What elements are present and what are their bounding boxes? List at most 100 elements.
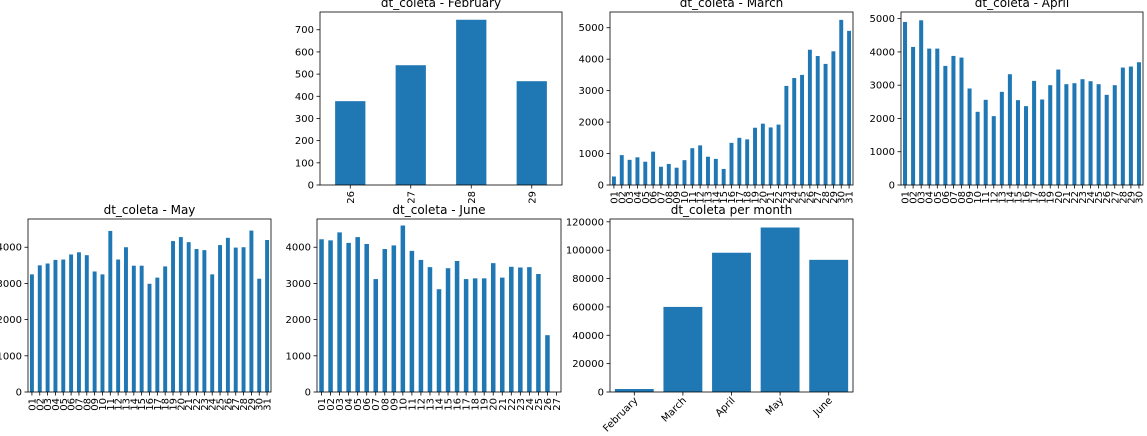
chart-title: dt_coleta - June xyxy=(392,203,485,217)
bar-jun-14 xyxy=(436,289,442,392)
y-tick-label: 4000 xyxy=(286,243,311,254)
x-tick-label: 14 xyxy=(435,398,446,411)
y-tick-label: 2000 xyxy=(0,315,22,326)
x-tick-label: 28 xyxy=(239,398,250,411)
x-tick-label: 07 xyxy=(656,191,667,204)
y-tick-label: 4000 xyxy=(870,47,895,58)
x-tick-label: 09 xyxy=(389,398,400,411)
bar-apr-28 xyxy=(1120,67,1125,185)
bar-mar-16 xyxy=(729,142,734,185)
x-tick-label: 04 xyxy=(925,191,936,204)
bar-mar-19 xyxy=(753,127,757,185)
bar-apr-29 xyxy=(1128,66,1133,185)
x-tick-label: 29 xyxy=(829,191,840,204)
x-tick-label: 03 xyxy=(335,398,346,411)
x-tick-label: 14 xyxy=(711,191,722,204)
x-tick-label: 30 xyxy=(1134,191,1145,204)
bar-apr-17 xyxy=(1032,80,1037,185)
bar-apr-20 xyxy=(1056,69,1061,185)
bar-apr-23 xyxy=(1080,79,1085,185)
bar-mar-08 xyxy=(666,163,671,185)
x-tick-label: February xyxy=(601,395,640,434)
x-tick-label: 10 xyxy=(98,398,109,411)
bar-jun-21 xyxy=(500,277,505,392)
bar-mar-25 xyxy=(800,74,805,185)
bar-apr-26 xyxy=(1104,94,1109,185)
bar-mar-07 xyxy=(658,166,663,185)
bar-may-21 xyxy=(186,242,191,392)
bar-feb-26 xyxy=(335,101,366,185)
x-tick-label: 26 xyxy=(346,191,357,204)
bar-month-May xyxy=(760,227,800,392)
bar-jun-19 xyxy=(481,278,487,392)
bar-jun-18 xyxy=(472,278,478,392)
bar-month-February xyxy=(614,389,654,392)
chart-apr: dt_coleta - April 0 1000 2000 3000 4000 5000 01… xyxy=(870,0,1146,204)
x-tick-label: 16 xyxy=(727,191,738,204)
bar-mar-11 xyxy=(690,148,695,185)
y-tick-label: 0 xyxy=(16,388,22,399)
x-tick-label: 05 xyxy=(353,398,364,411)
y-tick-label: 0 xyxy=(305,388,311,399)
x-tick-label: 11 xyxy=(688,191,699,204)
bar-apr-12 xyxy=(991,116,996,185)
x-tick-label: 14 xyxy=(129,398,140,411)
bar-apr-16 xyxy=(1024,106,1029,185)
bar-mar-17 xyxy=(737,137,742,185)
bar-apr-21 xyxy=(1064,84,1069,185)
x-tick-label: 12 xyxy=(696,191,707,204)
x-tick-label: 19 xyxy=(169,398,180,411)
x-tick-label: 03 xyxy=(917,191,928,204)
bar-month-June xyxy=(809,259,849,392)
bar-apr-15 xyxy=(1015,100,1020,185)
y-tick-label: 80000 xyxy=(572,274,604,285)
x-tick-label: 30 xyxy=(837,191,848,204)
bar-apr-14 xyxy=(1007,74,1012,185)
x-tick-label: 18 xyxy=(471,398,482,411)
x-tick-label: 16 xyxy=(1022,191,1033,204)
bar-jun-02 xyxy=(328,240,333,392)
x-tick-label: 11 xyxy=(981,191,992,204)
bar-mar-20 xyxy=(760,123,765,185)
bar-may-29 xyxy=(249,230,254,392)
bar-may-18 xyxy=(163,266,168,392)
y-tick-label: 0 xyxy=(598,181,604,192)
x-tick-label: 26 xyxy=(543,398,554,411)
x-tick-label: 18 xyxy=(161,398,172,411)
bar-jun-06 xyxy=(364,243,369,392)
y-tick-label: 200 xyxy=(295,136,314,147)
x-tick-label: 28 xyxy=(821,191,832,204)
y-tick-label: 40000 xyxy=(572,331,604,342)
axes-frame xyxy=(319,11,563,186)
x-tick-label: 07 xyxy=(371,398,382,411)
bar-apr-27 xyxy=(1112,85,1117,185)
bar-jun-24 xyxy=(527,267,532,392)
x-tick-label: 26 xyxy=(805,191,816,204)
x-tick-label: 21 xyxy=(1062,191,1073,204)
x-tick-label: 10 xyxy=(398,398,409,411)
x-tick-label: 20 xyxy=(1054,191,1065,204)
x-tick-label: 28 xyxy=(1118,191,1129,204)
bar-may-20 xyxy=(178,237,183,392)
x-tick-label: 17 xyxy=(462,398,473,411)
bar-apr-07 xyxy=(951,55,956,185)
x-tick-label: 29 xyxy=(527,191,538,204)
x-tick-label: 01 xyxy=(27,398,38,411)
x-tick-label: 05 xyxy=(59,398,70,411)
x-tick-label: 05 xyxy=(933,191,944,204)
bar-apr-05 xyxy=(935,48,940,185)
x-tick-label: 23 xyxy=(516,398,527,411)
y-tick-label: 0 xyxy=(889,181,895,192)
bar-apr-13 xyxy=(999,91,1004,185)
bar-mar-12 xyxy=(698,145,703,185)
bar-mar-15 xyxy=(721,168,726,185)
bar-mar-18 xyxy=(745,139,750,185)
bar-jun-11 xyxy=(409,250,415,392)
x-tick-label: 09 xyxy=(965,191,976,204)
y-tick-label: 600 xyxy=(295,47,314,58)
bar-may-23 xyxy=(202,250,207,392)
bar-may-26 xyxy=(225,237,230,392)
x-tick-label: 13 xyxy=(997,191,1008,204)
x-tick-label: 06 xyxy=(941,191,952,204)
bar-may-10 xyxy=(100,274,105,392)
